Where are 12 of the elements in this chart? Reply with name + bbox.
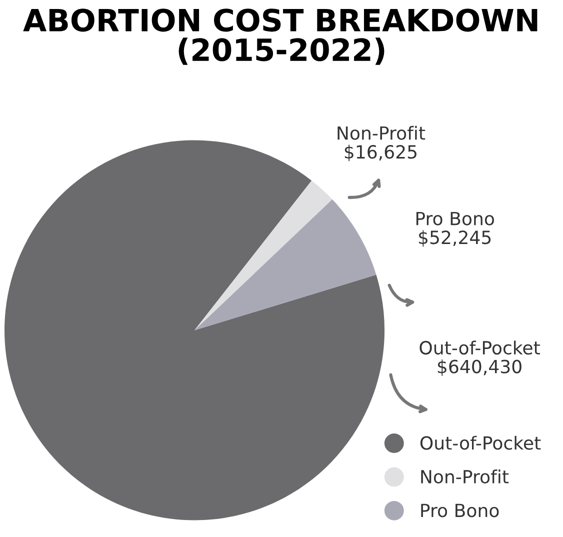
slice-label: Non-Profit bbox=[338, 126, 426, 140]
data-label: $52,245 bbox=[419, 230, 491, 247]
data-label: $640,430 bbox=[438, 359, 522, 376]
slice-label: Pro Bono bbox=[416, 212, 494, 226]
pie-slice bbox=[194, 180, 332, 330]
legend-label: Pro Bono bbox=[421, 504, 499, 518]
chart-title: ABORTION COST BREAKDOWN (2015-2022) bbox=[23, 8, 538, 65]
legend-label: Non-Profit bbox=[421, 470, 509, 484]
slice-label: Out-of-Pocket bbox=[420, 340, 540, 355]
legend-label: Out-of-Pocket bbox=[420, 436, 541, 450]
data-label: $16,625 bbox=[344, 144, 416, 162]
pie-slice bbox=[194, 199, 376, 330]
